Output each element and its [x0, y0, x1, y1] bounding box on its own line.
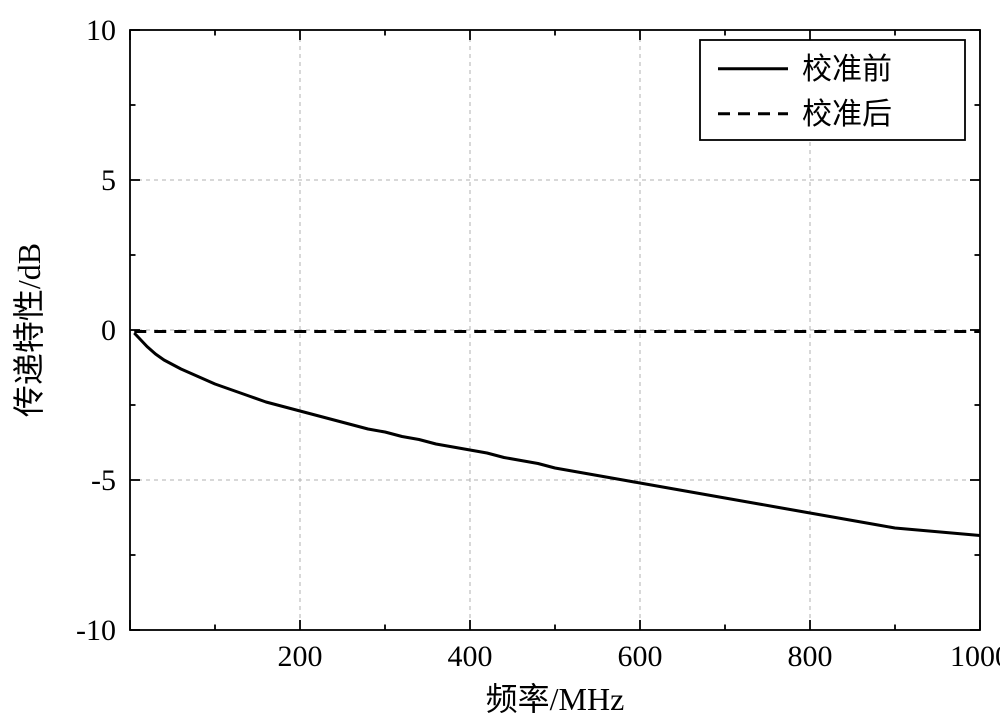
y-tick-label: 5	[101, 164, 116, 197]
x-tick-label: 1000	[950, 640, 1000, 673]
y-tick-label: 0	[101, 314, 116, 347]
y-axis-label: 传递特性/dB	[11, 243, 47, 417]
y-tick-label: 10	[86, 14, 116, 47]
legend-label: 校准后	[802, 98, 892, 131]
legend-label: 校准前	[802, 53, 892, 86]
chart-container: 200 400 600 800 1000 -10 -5 0 5 10 频率/MHz 传递特性/dB 校准…	[0, 0, 1000, 728]
y-tick-label: -10	[76, 614, 116, 647]
x-tick-label: 800	[788, 640, 833, 673]
y-tick-label: -5	[91, 464, 116, 497]
x-tick-label: 600	[618, 640, 663, 673]
x-tick-label: 200	[278, 640, 323, 673]
legend: 校准前校准后	[700, 40, 965, 140]
x-axis-label: 频率/MHz	[486, 681, 625, 717]
line-chart: 200 400 600 800 1000 -10 -5 0 5 10 频率/MHz 传递特性/dB 校准…	[0, 0, 1000, 728]
x-tick-label: 400	[448, 640, 493, 673]
